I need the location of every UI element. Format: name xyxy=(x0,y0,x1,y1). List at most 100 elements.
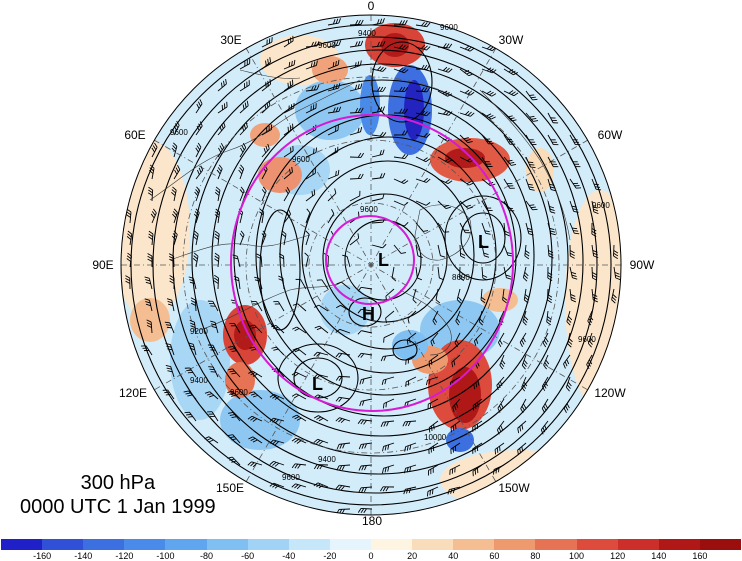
wind-barb xyxy=(318,304,329,312)
wind-barb-feather xyxy=(274,484,280,489)
wind-barb-feather xyxy=(218,147,222,153)
wind-barb-feather xyxy=(288,209,291,215)
wind-barb-feather xyxy=(338,397,343,402)
wind-barb xyxy=(255,301,263,312)
wind-barb-feather xyxy=(417,277,423,281)
wind-barb-feather xyxy=(229,414,235,416)
wind-barb-feather xyxy=(475,338,479,344)
wind-barb-feather xyxy=(171,189,176,194)
wind-barb-feather xyxy=(171,191,176,196)
wind-barb-feather xyxy=(338,485,343,490)
wind-barb xyxy=(232,456,241,466)
wind-barb-feather xyxy=(241,126,245,132)
wind-barb-feather xyxy=(593,299,598,303)
wind-barb-feather xyxy=(272,440,277,445)
wind-barb-feather xyxy=(546,321,551,326)
wind-barb-feather xyxy=(354,84,358,90)
wind-barb-feather xyxy=(409,337,411,344)
wind-barb-feather xyxy=(247,415,253,420)
wind-barb-feather xyxy=(529,94,535,96)
wind-barb xyxy=(437,200,447,209)
wind-barb-feather xyxy=(511,164,517,166)
wind-barb xyxy=(339,396,351,400)
wind-barb xyxy=(239,168,245,180)
wind-barb-feather xyxy=(189,347,195,351)
wind-barb-feather xyxy=(572,277,578,280)
wind-barb-feather xyxy=(528,233,534,236)
wind-barb-feather xyxy=(256,253,262,257)
wind-barb-feather xyxy=(379,18,383,24)
wind-barb-feather xyxy=(507,115,513,118)
wind-barb-feather xyxy=(223,80,225,86)
wind-barb-feather xyxy=(336,465,340,471)
wind-barb-feather xyxy=(231,416,237,418)
wind-barb-feather xyxy=(440,255,446,258)
wind-barb-feather xyxy=(499,405,503,411)
wind-barb-feather xyxy=(472,405,475,411)
wind-barb-feather xyxy=(376,19,380,25)
wind-barb-feather xyxy=(382,67,387,72)
wind-barb-feather xyxy=(447,93,453,97)
wind-barb-feather xyxy=(486,45,492,50)
wind-barb-feather xyxy=(485,138,491,140)
wind-barb-feather xyxy=(502,296,508,301)
wind-barb-feather xyxy=(221,123,224,129)
wind-barb-feather xyxy=(563,363,566,369)
wind-barb xyxy=(305,89,317,92)
wind-barb-feather xyxy=(423,87,428,92)
wind-barb xyxy=(346,256,351,268)
wind-barb-feather xyxy=(173,230,178,235)
wind-barb xyxy=(273,417,285,422)
contour-label: 9400 xyxy=(318,455,336,464)
wind-barb-feather xyxy=(550,211,556,214)
wind-barb-feather xyxy=(489,68,494,73)
wind-barb-feather xyxy=(333,41,336,47)
wind-barb-feather xyxy=(589,337,594,343)
wind-barb-feather xyxy=(281,233,286,238)
lon-label-90w: 90W xyxy=(629,258,655,272)
wind-barb-feather xyxy=(506,252,512,254)
wind-barb-feather xyxy=(234,278,240,282)
wind-barb-feather xyxy=(185,392,191,395)
wind-barb-feather xyxy=(238,169,243,175)
wind-barb-feather xyxy=(148,236,153,240)
wind-barb-feather xyxy=(529,204,535,206)
wind-barb xyxy=(317,438,329,444)
wind-barb-feather xyxy=(527,227,533,231)
wind-barb-feather xyxy=(593,252,598,256)
wind-barb-feather xyxy=(520,408,524,414)
wind-barb-feather xyxy=(448,111,453,116)
wind-barb-feather xyxy=(404,45,409,50)
wind-barb-feather xyxy=(196,125,200,131)
wind-barb-feather xyxy=(500,403,504,409)
wind-barb-feather xyxy=(189,345,195,348)
wind-barb-feather xyxy=(240,164,245,169)
wind-barb xyxy=(273,460,285,466)
wind-barb-feather xyxy=(615,274,621,278)
wind-barb-feather xyxy=(164,321,170,324)
wind-barb-feather xyxy=(291,79,294,85)
wind-barb-feather xyxy=(294,373,299,377)
wind-barb-feather xyxy=(171,235,176,241)
wind-barb xyxy=(297,347,307,356)
wind-barb-feather xyxy=(387,444,390,450)
wind-barb-feather xyxy=(547,296,553,301)
wind-barb-feather xyxy=(215,211,220,216)
wind-barb-feather xyxy=(215,186,221,191)
wind-barb-feather xyxy=(245,122,248,128)
wind-barb-feather xyxy=(426,87,431,93)
wind-barb-feather xyxy=(442,90,448,95)
wind-barb-feather xyxy=(531,117,537,120)
wind-barb xyxy=(455,310,461,322)
wind-barb-feather xyxy=(169,275,175,279)
wind-barb-feather xyxy=(509,161,515,164)
wind-barb-feather xyxy=(466,71,472,75)
wind-barb-feather xyxy=(167,300,173,304)
wind-barb-feather xyxy=(173,142,178,147)
wind-barb-feather xyxy=(265,145,268,151)
wind-barb-feather xyxy=(314,325,320,329)
wind-barb-feather xyxy=(404,468,406,474)
lon-label-180: 180 xyxy=(361,514,383,528)
wind-barb-feather xyxy=(357,287,362,292)
wind-barb-feather xyxy=(360,353,365,358)
